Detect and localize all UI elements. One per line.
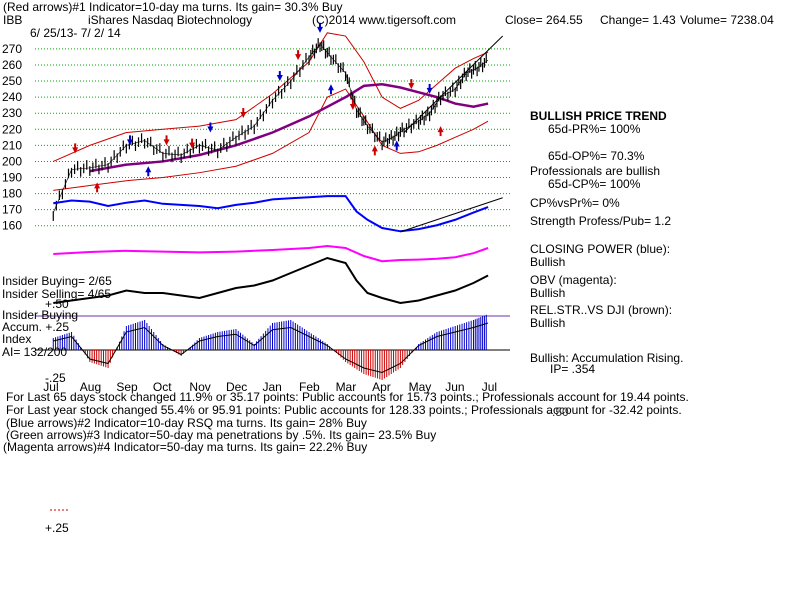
y-tick-label: 190 [2, 171, 22, 185]
cp-trend-line [400, 197, 503, 233]
label-plus50: +.50 [45, 297, 69, 311]
lower-band-line [53, 88, 489, 191]
closing-power-line [53, 195, 489, 233]
signal-arrow-icon [393, 140, 400, 147]
x-tick-label: Sep [116, 380, 138, 394]
pr-percent: 65d-PR%= 100% [548, 122, 641, 136]
x-tick-label: Oct [153, 380, 172, 394]
y-tick-label: 180 [2, 187, 22, 201]
closing-power-label: CLOSING POWER (blue): [530, 242, 671, 256]
ticker-label: IBB [3, 13, 23, 27]
volume-value: Volume= 7238.04 [680, 13, 774, 27]
y-tick-label: 210 [2, 138, 22, 152]
relstr-label: REL.STR..VS DJI (brown): [530, 303, 673, 317]
date-range: 6/ 25/13- 7/ 2/ 14 [30, 26, 121, 40]
insider-selling: Insider Selling= 4/65 [2, 287, 112, 301]
label-plus25-bottom: +.25 [45, 521, 69, 535]
x-tick-label: Feb [299, 380, 320, 394]
y-tick-label: 170 [2, 203, 22, 217]
y-tick-label: 230 [2, 106, 22, 120]
insider-buying: Insider Buying= 2/65 [2, 274, 112, 288]
footer-green-arrows: (Green arrows)#3 Indicator=50-day ma pen… [6, 428, 437, 442]
label-minus25: -.25 [45, 371, 66, 385]
cp-vs-pr: CP%vsPr%= 0% [530, 196, 620, 210]
copyright: (C)2014 www.tigersoft.com [312, 13, 457, 27]
y-tick-label: 200 [2, 154, 22, 168]
x-tick-label: Jun [445, 380, 464, 394]
signal-arrow-icon [327, 84, 334, 91]
op-percent: 65d-OP%= 70.3% [548, 149, 645, 163]
x-tick-label: Nov [189, 380, 210, 394]
x-tick-label: Jul [482, 380, 497, 394]
close-value: Close= 264.55 [505, 13, 583, 27]
signal-arrow-icon [317, 26, 323, 33]
x-tick-label: May [409, 380, 432, 394]
accum-label: Accum. +.25 [2, 320, 70, 334]
footer-year: For Last year stock changed 55.4% or 95.… [6, 403, 682, 417]
price-line [52, 43, 489, 214]
x-tick-label: Mar [336, 380, 357, 394]
y-tick-label: 270 [2, 42, 22, 56]
signal-arrow-icon [145, 166, 152, 173]
price-trend-title: BULLISH PRICE TREND [530, 109, 667, 123]
x-tick-label: Aug [80, 380, 101, 394]
y-tick-label: 240 [2, 90, 22, 104]
signal-arrow-icon [127, 139, 133, 146]
signal-arrow-icon [163, 139, 170, 146]
signal-arrow-icon [295, 54, 302, 61]
signal-arrow-icon [207, 126, 214, 133]
footer-65days: For Last 65 days stock changed 11.9% or … [6, 390, 689, 404]
signal-arrow-icon [94, 182, 101, 189]
x-tick-label: Jul [43, 380, 58, 394]
signal-arrow-icon [276, 75, 283, 82]
index-label: Index [2, 332, 32, 346]
signal-arrow-icon [437, 126, 444, 133]
footer-magenta-arrows: (Magenta arrows)#4 Indicator=50-day ma t… [3, 440, 368, 454]
closing-power-status: Bullish [530, 255, 566, 269]
signal-arrow-icon [72, 147, 79, 154]
footer-blue-arrows: (Blue arrows)#2 Indicator=10-day RSQ ma … [6, 416, 367, 430]
relstr-status: Bullish [530, 316, 566, 330]
label-minus50: -.50 [548, 405, 569, 419]
accum-ma-line [53, 322, 489, 374]
fund-name: iShares Nasdaq Biotechnology [88, 13, 253, 27]
obv-status: Bullish [530, 286, 566, 300]
x-tick-label: Dec [226, 380, 247, 394]
cp-percent: 65d-CP%= 100% [548, 177, 641, 191]
y-tick-label: 260 [2, 58, 22, 72]
accumulation-status: Bullish: Accumulation Rising. [530, 351, 684, 365]
y-tick-label: 250 [2, 74, 22, 88]
insider-buying-2: Insider Buying [2, 308, 79, 322]
signal-arrow-icon [371, 145, 378, 152]
obv-line [53, 244, 489, 263]
x-tick-label: Apr [372, 380, 391, 394]
signal-arrow-icon [349, 103, 356, 110]
signal-arrow-icon [240, 112, 247, 119]
signal-arrow-icon [426, 87, 433, 94]
ip-value: IP= .354 [550, 362, 596, 376]
upper-band-line [53, 32, 489, 162]
change-value: Change= 1.43 [600, 13, 676, 27]
signal-arrow-icon [408, 83, 415, 90]
relstr-line [53, 256, 489, 305]
strength-profess-pub: Strength Profess/Pub= 1.2 [530, 214, 672, 228]
indicator-line-1: (Red arrows)#1 Indicator=10-day ma turns… [3, 0, 343, 14]
ai-value: AI= 132/200 [2, 345, 68, 359]
y-tick-label: 220 [2, 122, 22, 136]
y-tick-label: 160 [2, 219, 22, 233]
signal-arrow-icon [189, 142, 196, 149]
obv-label: OBV (magenta): [530, 273, 617, 287]
x-tick-label: Jan [263, 380, 282, 394]
trend-line [403, 35, 504, 133]
professionals-status: Professionals are bullish [530, 164, 661, 178]
